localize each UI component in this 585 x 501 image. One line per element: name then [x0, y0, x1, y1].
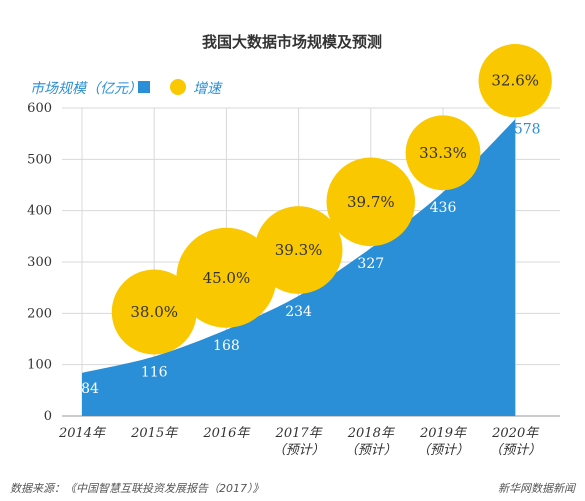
legend: 市场规模（亿元） 增速 — [30, 79, 223, 97]
x-tick-label: 2020年 — [491, 426, 540, 441]
value-labels: 84 116 168 234 327 436 578 — [81, 121, 540, 397]
y-tick-label: 500 — [27, 152, 52, 167]
x-tick-note: （预计） — [489, 442, 541, 458]
y-tick-label: 600 — [27, 101, 52, 116]
x-tick-label: 2018年 — [347, 426, 396, 441]
x-tick-note: （预计） — [417, 442, 469, 458]
growth-rate-label: 39.7% — [347, 193, 395, 211]
value-label: 168 — [213, 338, 240, 354]
x-tick-label: 2019年 — [419, 426, 468, 441]
legend-bubble-swatch — [170, 79, 186, 95]
x-axis: 2014年 2015年 2016年 2017年（预计）2018年（预计）2019年（预… — [58, 426, 541, 458]
value-label: 84 — [81, 381, 99, 397]
value-label: 116 — [141, 364, 168, 380]
growth-rate-label: 45.0% — [203, 269, 251, 287]
x-tick-label: 2014年 — [58, 426, 107, 441]
x-tick-label: 2016年 — [202, 426, 251, 441]
y-axis: 0 100 200 300 400 500 600 — [27, 101, 52, 424]
brand-credit: 新华网数据新闻 — [498, 482, 577, 495]
growth-rate-label: 32.6% — [491, 72, 539, 90]
x-tick-note: （预计） — [345, 442, 397, 458]
value-label: 578 — [514, 121, 541, 137]
y-tick-label: 300 — [27, 255, 52, 270]
y-tick-label: 100 — [27, 358, 52, 373]
value-label: 436 — [430, 200, 457, 216]
growth-rate-label: 33.3% — [419, 144, 467, 162]
source-note: 数据来源：《中国智慧互联投资发展报告（2017）》 — [10, 482, 264, 495]
x-tick-label: 2017年 — [275, 426, 324, 441]
growth-bubble — [326, 157, 416, 247]
legend-area-label: 市场规模（亿元） — [30, 81, 142, 97]
value-label: 234 — [285, 304, 312, 320]
growth-bubble — [405, 115, 481, 191]
x-tick-label: 2015年 — [130, 426, 179, 441]
y-tick-label: 200 — [27, 306, 52, 321]
growth-bubble — [111, 269, 197, 355]
legend-area-swatch — [138, 81, 150, 93]
growth-rate-label: 39.3% — [275, 241, 323, 259]
growth-bubble — [478, 44, 552, 118]
legend-bubble-label: 增速 — [193, 81, 223, 97]
growth-bubble — [176, 227, 277, 328]
x-tick-note: （预计） — [273, 442, 325, 458]
y-tick-label: 0 — [44, 409, 52, 424]
chart-title: 我国大数据市场规模及预测 — [202, 33, 382, 51]
y-tick-label: 400 — [27, 204, 52, 219]
market-size-area — [82, 119, 516, 416]
growth-bubble — [254, 206, 343, 294]
growth-bubbles: 38.0% 45.0% 39.3% 39.7% 33.3% 32.6% — [111, 44, 552, 355]
growth-rate-label: 38.0% — [130, 303, 178, 321]
value-label: 327 — [357, 256, 384, 272]
